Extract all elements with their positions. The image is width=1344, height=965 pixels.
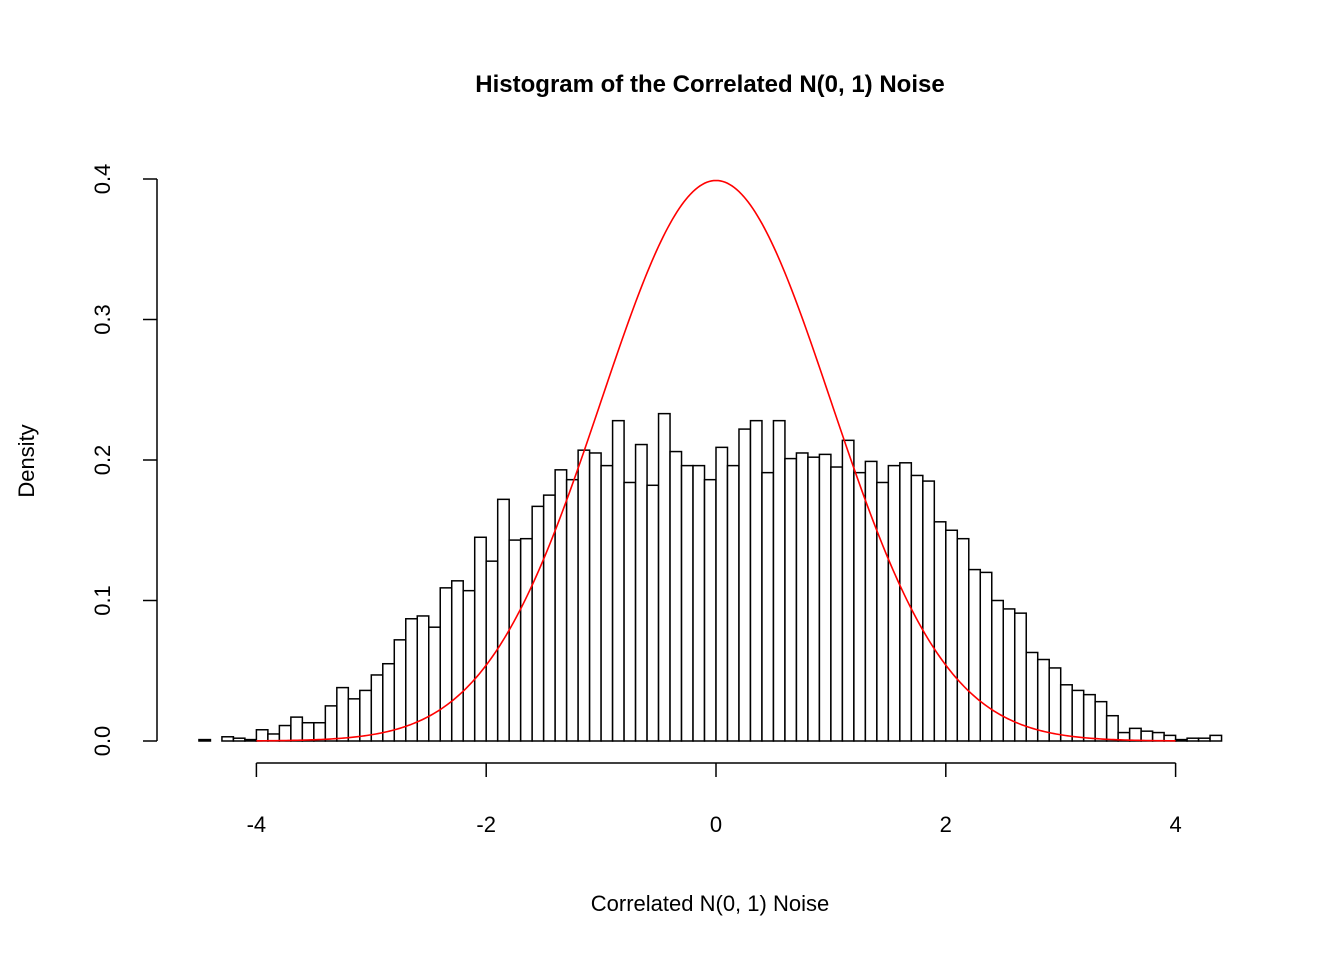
histogram-bar <box>496 498 510 742</box>
y-tick-label: 0.1 <box>90 585 115 616</box>
histogram-bar <box>1048 667 1062 742</box>
histogram-bar <box>715 446 729 742</box>
histogram-bar <box>301 721 315 742</box>
histogram-bar <box>680 464 694 742</box>
histogram-bar <box>956 537 970 742</box>
histogram-bar <box>1209 734 1223 742</box>
x-tick-label: -4 <box>247 812 267 837</box>
histogram-bar <box>933 521 947 742</box>
histogram-bar <box>968 568 982 742</box>
histogram-bar <box>336 686 350 742</box>
histogram-bar <box>818 453 832 742</box>
histogram-bar <box>1186 737 1200 742</box>
histogram-bar <box>853 471 867 742</box>
histogram-bar <box>646 484 660 742</box>
histogram-bar <box>519 537 533 742</box>
histogram-bar <box>772 419 786 742</box>
histogram-bar <box>899 462 913 742</box>
histogram-bar <box>1082 693 1096 742</box>
histogram-bar <box>290 716 304 742</box>
histogram-bar <box>1105 714 1119 742</box>
histogram-bar <box>991 599 1005 742</box>
histogram-bar <box>577 449 591 742</box>
histogram-bar <box>370 674 384 742</box>
histogram-bar <box>244 738 258 742</box>
histogram-bar <box>1059 684 1073 742</box>
histogram-bar <box>657 412 671 742</box>
histogram-bar <box>887 464 901 742</box>
histogram-bar <box>669 450 683 742</box>
histogram-bar <box>450 580 464 742</box>
histogram-bar <box>761 471 775 742</box>
histogram-bar <box>807 456 821 742</box>
histogram-bar <box>1151 731 1165 742</box>
histogram-bar <box>910 474 924 742</box>
x-tick-label: -2 <box>476 812 496 837</box>
histogram-bar <box>232 737 246 742</box>
histogram-bar <box>428 626 441 742</box>
histogram-bar <box>1094 700 1108 742</box>
histogram-bar <box>945 529 959 742</box>
histogram-bar <box>588 452 602 742</box>
histogram-bar <box>508 539 522 742</box>
histogram-bar <box>738 428 752 742</box>
histogram-bar <box>979 571 993 742</box>
bars-group <box>198 412 1223 742</box>
histogram-bar <box>749 419 763 742</box>
histogram-bar <box>830 466 844 742</box>
histogram-bar <box>347 698 361 742</box>
histogram-bar <box>692 464 706 742</box>
chart-title: Histogram of the Correlated N(0, 1) Nois… <box>475 71 944 98</box>
histogram-bar <box>922 480 936 742</box>
histogram-bar <box>554 469 568 742</box>
normal-density-curve <box>256 179 1176 742</box>
x-tick-label: 2 <box>940 812 952 837</box>
histogram-bar <box>703 478 717 742</box>
histogram-bar <box>876 481 890 742</box>
histogram-bar <box>542 494 556 742</box>
histogram-bar <box>473 536 487 742</box>
histogram-bar <box>221 736 235 742</box>
histogram-bar <box>255 729 269 742</box>
x-tick-label: 0 <box>710 812 722 837</box>
histogram-bar <box>416 615 430 742</box>
histogram-bar <box>439 587 453 742</box>
histogram-bar <box>531 505 545 742</box>
y-axis-label: Density <box>14 424 39 497</box>
histogram-bar <box>565 478 579 742</box>
histogram-bar <box>1071 689 1085 742</box>
histogram-bar <box>784 457 798 742</box>
histogram-bar <box>1036 658 1050 742</box>
histogram-bar <box>726 464 740 742</box>
y-tick-label: 0.4 <box>90 164 115 195</box>
histogram-bar <box>1197 737 1211 742</box>
y-tick-label: 0.0 <box>90 726 115 757</box>
histogram-bar <box>278 724 292 742</box>
histogram-bar <box>1140 730 1154 742</box>
histogram-bar <box>623 481 637 742</box>
histogram-bar <box>324 705 338 742</box>
histogram-bar <box>600 464 614 742</box>
histogram-bar <box>359 689 373 742</box>
x-tick-label: 4 <box>1169 812 1181 837</box>
x-axis-label: Correlated N(0, 1) Noise <box>591 891 829 916</box>
histogram-bar <box>634 443 648 742</box>
histogram-bar <box>795 452 809 742</box>
histogram-bar <box>1128 727 1142 742</box>
y-tick-label: 0.3 <box>90 304 115 335</box>
histogram-bar <box>382 662 396 742</box>
histogram-bar <box>198 738 212 742</box>
axes-group: 0.0 0.1 0.2 0.3 0.4 -4 -2 0 2 4 <box>90 164 1182 837</box>
y-tick-label: 0.2 <box>90 445 115 476</box>
histogram-bar <box>841 439 855 742</box>
histogram-bar <box>1174 738 1188 742</box>
histogram-bar <box>611 419 625 742</box>
histogram-bar <box>393 639 407 742</box>
histogram-bar <box>462 589 476 742</box>
histogram-bar <box>313 721 327 742</box>
